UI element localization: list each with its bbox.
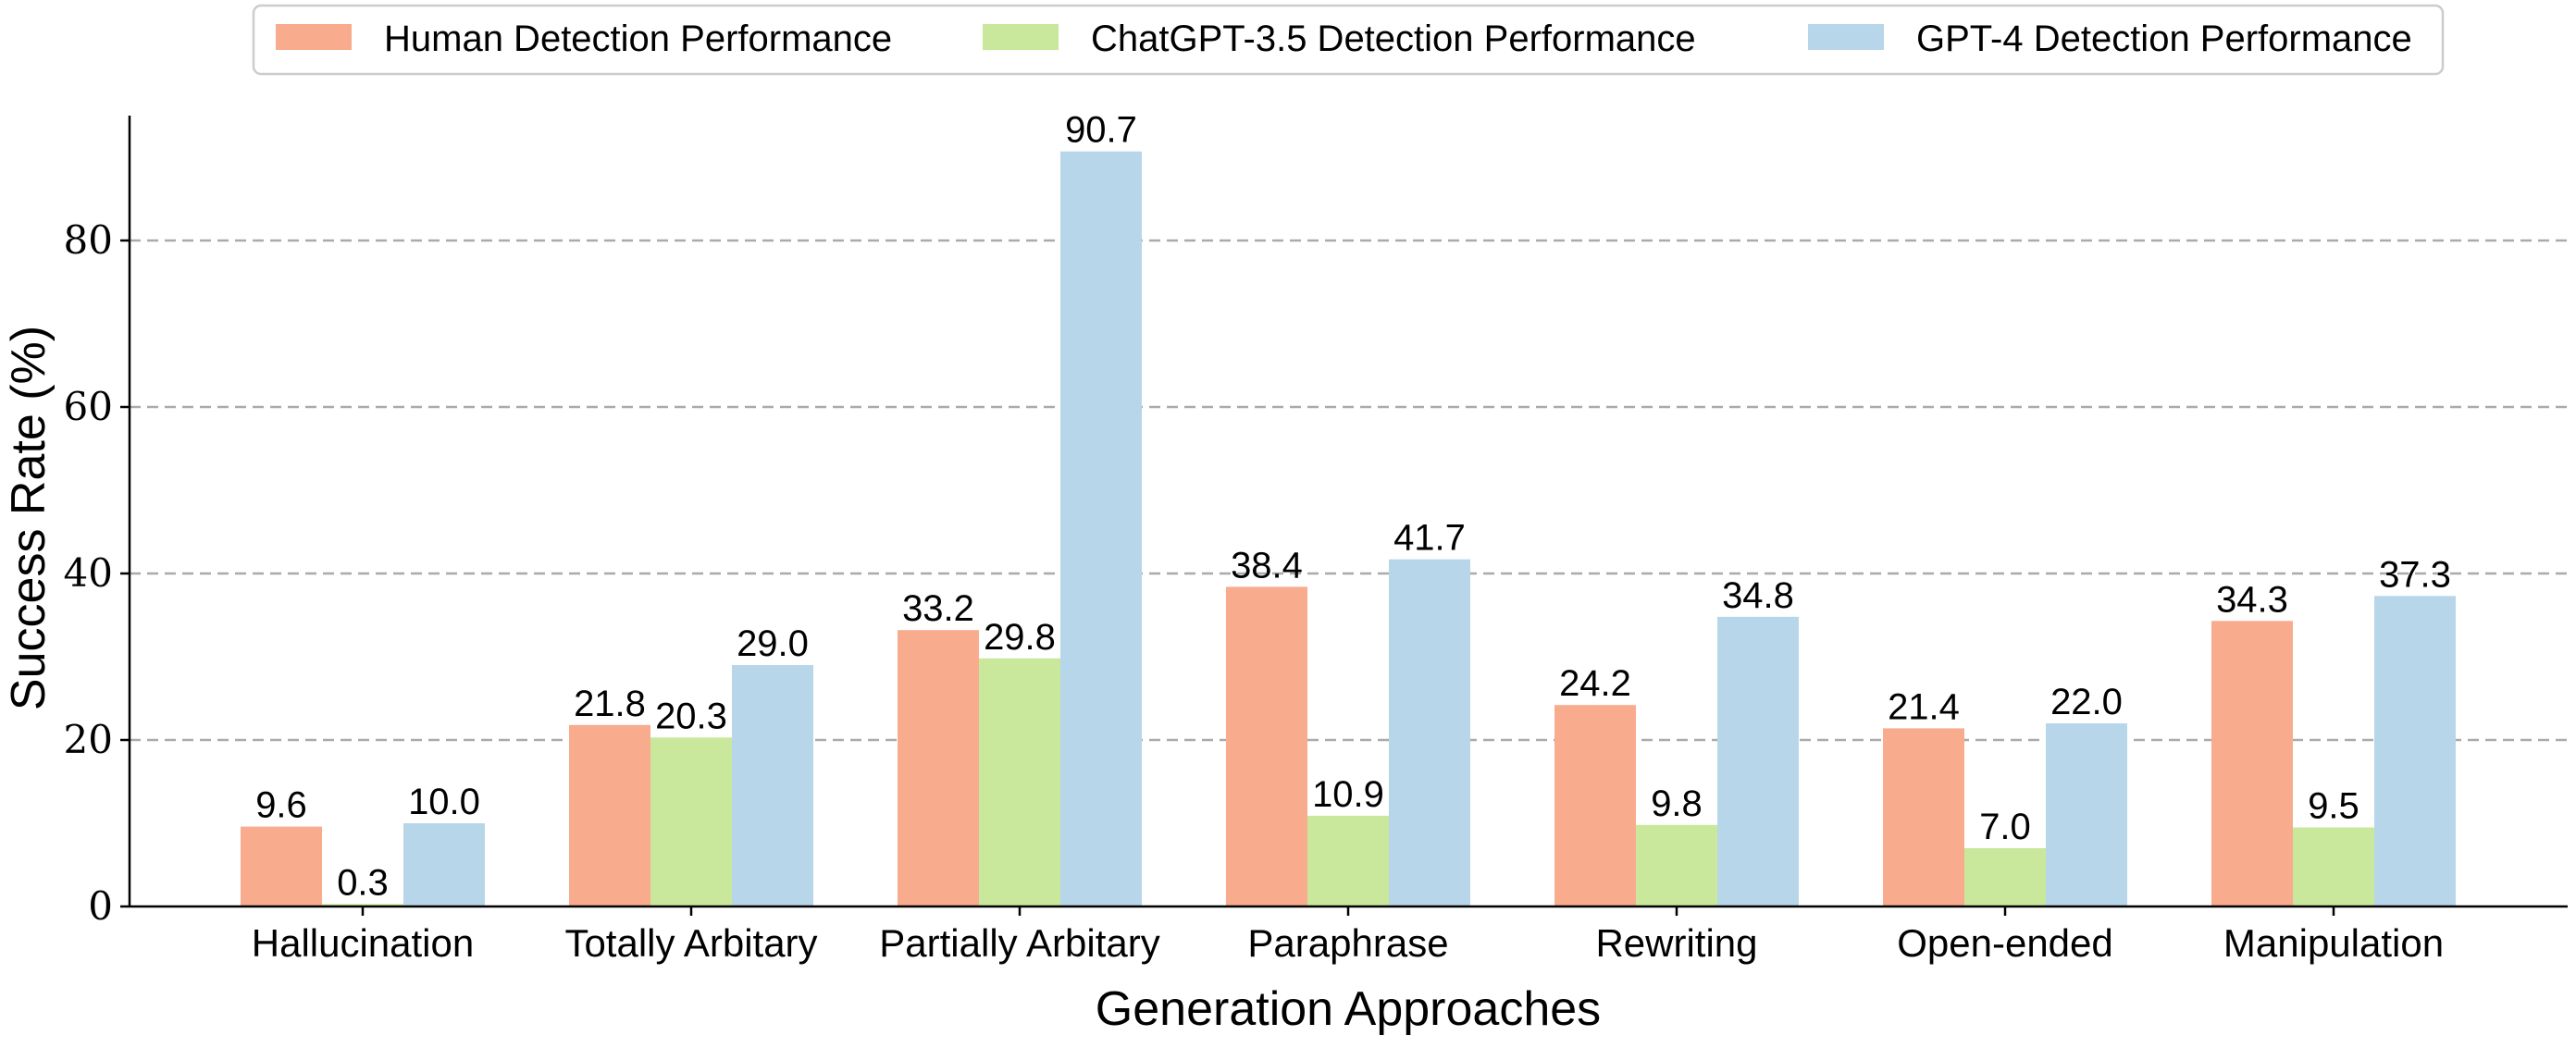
x-tick-label: Manipulation [2223, 921, 2444, 965]
bar [2374, 596, 2456, 906]
bar [2293, 827, 2374, 906]
bar [898, 630, 979, 906]
bar [2046, 723, 2127, 906]
data-label: 41.7 [1393, 518, 1466, 559]
y-tick-label: 20 [64, 717, 113, 762]
bar [1636, 824, 1717, 906]
bar [322, 904, 403, 906]
bar [732, 665, 813, 906]
x-axis-label: Generation Approaches [1096, 982, 1601, 1036]
data-labels: 9.6 21.8 33.2 38.4 24.2 21.4 34.3 0.3 20.3 29.8 10… [255, 110, 2451, 904]
legend-entry-label: ChatGPT-3.5 Detection Performance [1091, 18, 1696, 59]
bar [2211, 621, 2293, 906]
data-label: 38.4 [1231, 545, 1303, 586]
data-label: 37.3 [2379, 554, 2451, 595]
bar [1554, 705, 1636, 906]
legend-swatch [276, 24, 352, 50]
data-label: 9.8 [1651, 783, 1703, 824]
data-label: 34.8 [1722, 575, 1794, 616]
data-label: 9.6 [255, 785, 307, 826]
y-tick-label: 0 [88, 883, 113, 929]
data-label: 21.4 [1888, 686, 1960, 727]
bar [569, 724, 650, 906]
x-tick-label: Totally Arbitary [564, 921, 817, 965]
bar [650, 737, 732, 906]
data-label: 24.2 [1559, 663, 1631, 704]
bar [1883, 728, 1964, 906]
data-label: 7.0 [1979, 807, 2031, 847]
x-tick-label: Open-ended [1897, 921, 2113, 965]
y-tick-label: 80 [64, 217, 113, 263]
bar [1307, 815, 1389, 906]
bar [1717, 616, 1799, 906]
data-label: 10.9 [1312, 774, 1384, 815]
data-label: 33.2 [902, 588, 974, 629]
data-label: 0.3 [337, 862, 389, 903]
bar [241, 826, 322, 906]
legend-entry-label: GPT-4 Detection Performance [1916, 18, 2412, 59]
bars [241, 151, 2456, 906]
x-tick-label: Rewriting [1595, 921, 1757, 965]
bar [1389, 559, 1470, 906]
legend-frame [252, 4, 2445, 76]
x-tick-label: Partially Arbitary [879, 921, 1159, 965]
data-label: 20.3 [655, 696, 727, 736]
data-label: 10.0 [408, 782, 480, 822]
data-label: 90.7 [1065, 110, 1137, 151]
bar [1964, 848, 2046, 906]
bar [403, 823, 485, 906]
data-label: 29.0 [737, 623, 809, 664]
data-label: 29.8 [984, 617, 1056, 658]
x-tick-label: Paraphrase [1247, 921, 1448, 965]
bar [1226, 586, 1307, 906]
y-tick-label: 40 [64, 550, 113, 596]
bar [979, 658, 1060, 906]
grid-lines [130, 239, 2568, 742]
axes: 0 20 40 60 80 Hallucination Totally Arbitary Pa… [64, 116, 2568, 965]
x-tick-label: Hallucination [252, 921, 474, 965]
legend-swatch [1808, 24, 1884, 50]
y-tick-label: 60 [64, 384, 113, 429]
legend: Human Detection Performance ChatGPT-3.5 D… [252, 4, 2445, 76]
bar [1060, 151, 1142, 906]
data-label: 22.0 [2050, 682, 2123, 722]
data-label: 21.8 [574, 684, 646, 724]
legend-entry-label: Human Detection Performance [384, 18, 892, 59]
data-label: 34.3 [2216, 579, 2288, 620]
y-axis-label: Success Rate (%) [2, 326, 56, 710]
legend-swatch [983, 24, 1059, 50]
data-label: 9.5 [2308, 786, 2359, 827]
